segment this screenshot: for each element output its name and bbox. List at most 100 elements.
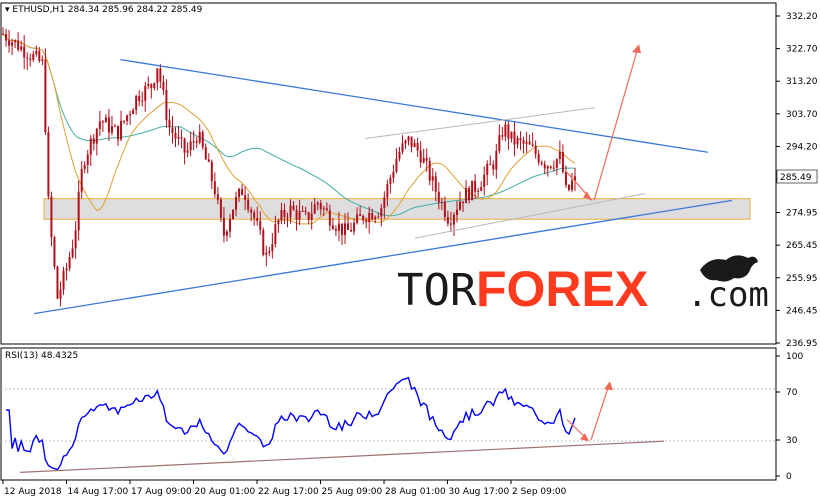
candle-body (501, 135, 504, 137)
candle-body (286, 217, 289, 219)
candle-body (77, 191, 80, 231)
ma-orange-layer (2, 33, 576, 225)
candle-body (492, 164, 495, 170)
candle-body (516, 137, 519, 145)
x-tick-label: 25 Aug 09:00 (322, 487, 383, 497)
candle-body (180, 137, 183, 139)
candle-body (471, 180, 474, 201)
candle-body (289, 205, 292, 218)
candle-body (489, 163, 492, 165)
candle-body (147, 84, 150, 86)
x-axis: 12 Aug 2018 14 Aug 17:00 17 Aug 09:00 20 Au… (2, 480, 567, 497)
candle-body (564, 171, 567, 185)
rsi-forecast-up (590, 384, 610, 441)
candle-body (186, 150, 189, 153)
rsi-value: 48.4325 (41, 351, 78, 361)
chart-symbol-title: ▾ ETHUSD,H1 284.34 285.96 284.22 285.49 (5, 5, 203, 15)
x-tick-label: 22 Aug 17:00 (258, 487, 319, 497)
candle-body (452, 214, 455, 225)
candle-body (567, 184, 570, 190)
candle-body (207, 159, 210, 162)
candle-body (446, 216, 449, 224)
candle-body (228, 219, 231, 232)
candle-body (356, 214, 359, 223)
channel-upper-line (364, 107, 596, 140)
ma-orange-line (2, 33, 576, 225)
rsi-tick-label: 0 (786, 472, 792, 482)
bull-icon (700, 255, 758, 282)
candle-body (525, 141, 528, 144)
candle-body (407, 136, 410, 141)
ma-teal-line (2, 33, 576, 217)
rsi-layer (6, 376, 665, 473)
candle-body (268, 251, 271, 253)
candle-body (265, 252, 268, 255)
y-tick-label: 236.95 (786, 339, 818, 349)
candle-body (198, 132, 201, 143)
x-tick-label: 14 Aug 17:00 (68, 487, 129, 497)
candle-body (138, 95, 141, 102)
candle-body (531, 144, 534, 146)
candle-body (307, 212, 310, 220)
candle-body (35, 51, 38, 54)
candle-body (398, 151, 401, 159)
candle-body (534, 145, 537, 155)
candle-body (386, 184, 389, 198)
candle-body (574, 176, 576, 181)
candle-body (504, 124, 507, 137)
candle-body (528, 141, 531, 145)
forecast-down-arrowhead (583, 191, 592, 201)
candle-body (401, 143, 404, 152)
watermark-com: .com (687, 275, 769, 315)
candle-body (71, 248, 74, 257)
watermark-forex: FOREX (476, 261, 648, 317)
candle-body (11, 42, 14, 46)
symbol-dropdown-icon[interactable]: ▾ (5, 5, 12, 15)
candle-body (213, 181, 216, 195)
candle-body (368, 212, 371, 223)
candles-layer (2, 27, 576, 307)
candle-body (549, 166, 552, 168)
candle-body (259, 220, 262, 230)
candle-body (59, 289, 62, 299)
rsi-tick-label: 100 (786, 352, 803, 362)
trendlines-layer (33, 44, 733, 315)
rsi-forecast-down-arrowhead (580, 433, 589, 442)
candle-body (395, 158, 398, 172)
candle-body (162, 81, 165, 90)
ma-teal-layer (2, 33, 576, 217)
candle-body (465, 187, 468, 203)
candle-body (440, 201, 443, 203)
candle-body (389, 177, 392, 185)
last-price-badge: 285.49 (776, 169, 818, 184)
rsi-tick-label: 70 (786, 388, 798, 398)
y-tick-label: 303.70 (786, 110, 818, 120)
candle-body (462, 201, 465, 203)
candle-body (262, 229, 265, 255)
channel-lower-line (414, 192, 646, 239)
candle-body (362, 215, 365, 221)
candle-body (404, 140, 407, 144)
candle-body (374, 217, 377, 220)
x-tick-label: 12 Aug 2018 (4, 487, 62, 497)
candle-body (201, 132, 204, 148)
rsi-label: RSI(13) (5, 351, 38, 361)
candle-body (334, 228, 337, 231)
candle-body (29, 58, 32, 60)
candle-body (437, 191, 440, 203)
candle-body (458, 201, 461, 210)
candle-body (101, 121, 104, 123)
candle-body (498, 135, 501, 151)
candle-body (543, 164, 546, 169)
candle-body (38, 51, 41, 61)
candle-body (271, 244, 274, 252)
candle-body (47, 132, 50, 197)
candle-body (449, 223, 452, 225)
candle-body (350, 229, 353, 232)
candle-body (241, 188, 244, 196)
candle-body (32, 53, 35, 60)
candle-body (132, 109, 135, 115)
candle-body (419, 150, 422, 163)
candle-body (159, 68, 162, 82)
rsi-title: RSI(13) 48.4325 (5, 351, 78, 361)
